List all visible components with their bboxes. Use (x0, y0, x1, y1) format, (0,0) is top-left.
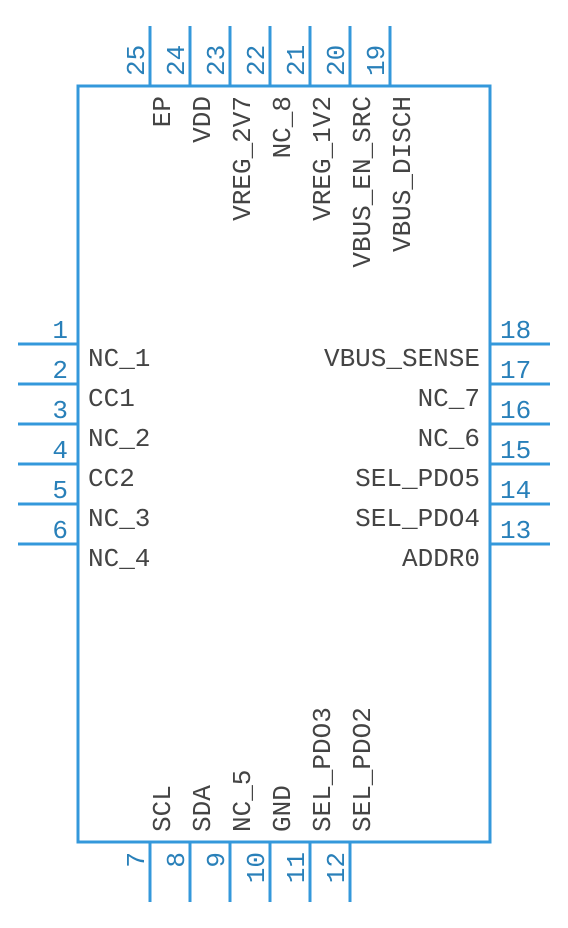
pin-label: SEL_PDO5 (355, 464, 480, 494)
pin-number: 9 (202, 852, 232, 868)
pin-number: 19 (362, 45, 392, 76)
pin-label: NC_7 (418, 384, 480, 414)
pin-number: 25 (122, 45, 152, 76)
pin-label: SEL_PDO3 (308, 707, 338, 832)
pin-number: 13 (500, 516, 531, 546)
pin-label: SEL_PDO4 (355, 504, 480, 534)
pin-number: 2 (52, 356, 68, 386)
pin-number: 8 (162, 852, 192, 868)
pin-label: VREG_2V7 (228, 96, 258, 221)
pin-label: ADDR0 (402, 544, 480, 574)
pin-label: SDA (188, 785, 218, 832)
pin-label: NC_5 (228, 770, 258, 832)
pin-number: 18 (500, 316, 531, 346)
pin-number: 10 (242, 852, 272, 883)
pin-number: 4 (52, 436, 68, 466)
pin-number: 17 (500, 356, 531, 386)
pin-number: 14 (500, 476, 531, 506)
pin-number: 5 (52, 476, 68, 506)
pin-label: NC_3 (88, 504, 150, 534)
pin-label: SEL_PDO2 (348, 707, 378, 832)
pin-number: 6 (52, 516, 68, 546)
pin-label: NC_4 (88, 544, 150, 574)
pin-number: 15 (500, 436, 531, 466)
pin-label: NC_1 (88, 344, 150, 374)
pin-label: VBUS_EN_SRC (348, 96, 378, 268)
pin-number: 16 (500, 396, 531, 426)
pin-number: 1 (52, 316, 68, 346)
pin-label: NC_8 (268, 96, 298, 158)
pin-number: 7 (122, 852, 152, 868)
pin-label: VDD (188, 96, 218, 143)
pinout-diagram: 1 NC_1 2 CC1 3 NC_2 4 CC2 5 NC_3 6 NC_4 18 VBUS_SENSE… (0, 0, 568, 928)
pin-number: 11 (282, 852, 312, 883)
pin-label: NC_6 (418, 424, 480, 454)
pin-label: VREG_1V2 (308, 96, 338, 221)
pin-label: EP (148, 96, 178, 127)
pin-label: VBUS_DISCH (388, 96, 418, 252)
pin-label: CC2 (88, 464, 135, 494)
pin-number: 20 (322, 45, 352, 76)
pin-label: CC1 (88, 384, 135, 414)
pin-label: VBUS_SENSE (324, 344, 480, 374)
pin-number: 21 (282, 45, 312, 76)
pin-number: 23 (202, 45, 232, 76)
pin-number: 12 (322, 852, 352, 883)
pin-label: NC_2 (88, 424, 150, 454)
pin-label: GND (268, 785, 298, 832)
pin-number: 24 (162, 45, 192, 76)
pin-label: SCL (148, 785, 178, 832)
pin-number: 3 (52, 396, 68, 426)
pin-number: 22 (242, 45, 272, 76)
